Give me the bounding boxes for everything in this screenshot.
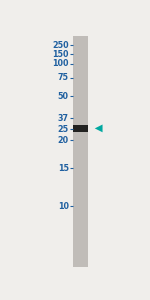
- Text: 10: 10: [58, 202, 69, 211]
- Bar: [73, 125, 88, 132]
- Text: 50: 50: [58, 92, 69, 100]
- Text: 100: 100: [52, 59, 69, 68]
- Text: 20: 20: [58, 136, 69, 145]
- Text: 150: 150: [52, 50, 69, 59]
- Bar: [73, 36, 88, 267]
- Text: 37: 37: [58, 113, 69, 122]
- Text: 250: 250: [52, 41, 69, 50]
- Text: 75: 75: [58, 73, 69, 82]
- Text: 15: 15: [58, 164, 69, 172]
- Text: 25: 25: [58, 125, 69, 134]
